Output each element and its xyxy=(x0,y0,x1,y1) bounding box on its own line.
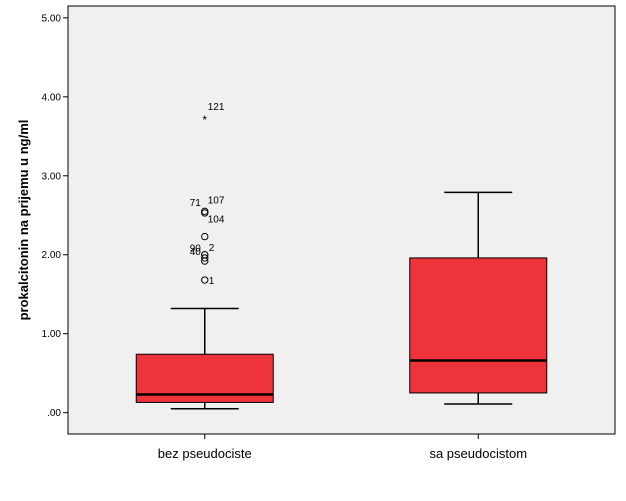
outlier-marker xyxy=(201,251,209,259)
y-axis-title: prokalcitonin na prijemu u ng/ml xyxy=(16,120,31,321)
y-tick-label: 1.00 xyxy=(42,329,62,340)
outlier-case-label: 107 xyxy=(208,195,225,206)
y-tick-label: 3.00 xyxy=(42,171,62,182)
x-axis: bez pseudociste sa pseudocistom xyxy=(158,434,527,461)
y-axis: .00 1.00 2.00 3.00 4.00 5.00 xyxy=(42,13,68,419)
outlier-case-label: 71 xyxy=(190,198,202,209)
iqr-box xyxy=(409,257,548,394)
y-tick-label: 4.00 xyxy=(42,92,62,103)
outlier-case-label: 121 xyxy=(208,102,225,113)
box-2 xyxy=(409,191,548,405)
outlier-marker xyxy=(201,207,209,216)
outlier-case-label: 1 xyxy=(209,276,215,287)
outlier-case-label: 104 xyxy=(208,215,225,226)
outlier-case-label: 90 xyxy=(190,244,202,255)
outlier-marker xyxy=(201,254,209,262)
outlier-marker xyxy=(201,232,209,241)
boxes-group: * 1 40 2 90 104 71 107 121 xyxy=(135,102,548,410)
x-category-label: bez pseudociste xyxy=(158,446,252,461)
y-tick-label: .00 xyxy=(47,408,61,419)
extreme-outlier-marker: * xyxy=(202,113,207,127)
outlier-marker xyxy=(201,276,209,284)
y-tick-label: 2.00 xyxy=(42,250,62,261)
x-category-label: sa pseudocistom xyxy=(429,446,527,461)
box-1: * 1 40 2 90 104 71 107 121 xyxy=(135,102,274,410)
outlier-case-label: 2 xyxy=(209,243,215,254)
outlier-case-label: 40 xyxy=(190,247,202,258)
y-tick-label: 5.00 xyxy=(42,13,62,24)
